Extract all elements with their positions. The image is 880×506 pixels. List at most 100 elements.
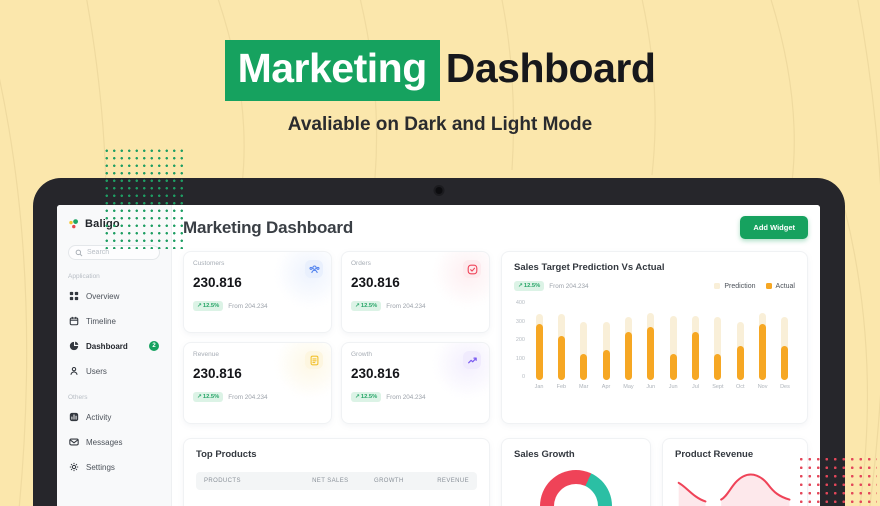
sales-growth-donut-chart: [540, 470, 612, 506]
settings-icon: [69, 462, 79, 472]
stat-change-badge: ↗ 12.5%: [351, 392, 382, 402]
x-tick-label: Mar: [578, 384, 589, 390]
bottom-row: Top Products PRODUCTS NET SALES GROWTH REVE…: [183, 438, 808, 506]
sidebar-item-timeline[interactable]: Timeline: [68, 311, 160, 331]
laptop-camera-icon: [435, 187, 443, 194]
stat-card-label: Growth: [351, 351, 372, 358]
y-tick-label: 300: [515, 318, 525, 325]
messages-icon: [69, 437, 79, 447]
stat-card-value: 230.816: [193, 366, 242, 381]
laptop-screen: Baligo ApplicationOverviewTimelineDashbo…: [57, 205, 820, 506]
x-tick-label: May: [623, 384, 634, 390]
chart-change-value: 12.5%: [523, 283, 541, 289]
x-tick-label: Oct: [735, 384, 745, 390]
legend-swatch-icon: [714, 283, 721, 289]
sidebar-item-settings[interactable]: Settings: [68, 457, 160, 477]
notification-badge: 2: [149, 341, 159, 351]
trend-up-icon: ↗: [197, 394, 202, 400]
stat-card-label: Revenue: [193, 351, 220, 358]
hero-title: Marketing Dashboard: [0, 40, 880, 101]
stat-change-badge: ↗ 12.5%: [193, 301, 224, 311]
bar-group-may-4: May: [618, 300, 638, 390]
stat-from-text: From 204.234: [228, 393, 268, 401]
dots-pattern-red-icon: [797, 455, 877, 506]
prediction-bar: [669, 316, 677, 380]
sidebar-item-overview[interactable]: Overview: [68, 286, 160, 306]
page-title: Marketing Dashboard: [183, 217, 354, 237]
chart-title: Sales Target Prediction Vs Actual: [514, 262, 665, 273]
sidebar-item-messages[interactable]: Messages: [68, 432, 160, 452]
bar-stack: [602, 300, 610, 380]
x-tick-label: Jun: [646, 384, 656, 390]
dashboard-main: Marketing Dashboard Add Widget Customers…: [172, 205, 820, 506]
sidebar-sections: Application Overview Timeline Dashboard 2 Use…: [68, 273, 160, 477]
bar-stack: [692, 300, 700, 380]
y-tick-label: 200: [515, 337, 525, 343]
stat-card-footer: ↗ 12.5% From 204.234: [351, 392, 480, 402]
bar-stack: [714, 300, 722, 380]
legend-label: Prediction: [724, 282, 756, 290]
stat-from-text: From 204.234: [386, 393, 426, 401]
activity-icon: [69, 412, 79, 422]
product-revenue-line-chart: [677, 473, 791, 506]
x-tick-label: Feb: [556, 384, 567, 390]
y-tick-label: 400: [515, 300, 525, 306]
x-tick-label: Jul: [692, 384, 700, 390]
actual-bar: [692, 332, 700, 380]
bar-stack: [580, 300, 588, 380]
actual-bar: [714, 354, 722, 380]
bar-stack: [647, 300, 655, 380]
trend-up-icon: ↗: [197, 303, 202, 309]
table-column-growth: GROWTH: [374, 478, 404, 484]
products-table-header: PRODUCTS NET SALES GROWTH REVENUE: [196, 472, 477, 490]
hero-subtitle: Avaliable on Dark and Light Mode: [287, 114, 593, 135]
stat-card-footer: ↗ 12.5% From 204.234: [193, 301, 322, 311]
logo-dots-icon: [69, 218, 78, 228]
x-tick-label: Jun: [668, 384, 678, 390]
legend-item-actual: Actual: [765, 283, 795, 290]
bar-group-feb-1: Feb: [551, 300, 571, 390]
top-products-title: Top Products: [196, 449, 257, 460]
sales-target-chart-card: Sales Target Prediction Vs Actual ↗ 12.5%…: [501, 251, 808, 424]
dots-pattern-green-icon: [103, 147, 187, 249]
stat-card-value: 230.816: [351, 275, 400, 290]
actual-bar: [647, 327, 655, 380]
x-tick-label: Des: [780, 384, 790, 390]
table-column-net-sales: NET SALES: [312, 478, 349, 484]
table-column-revenue: REVENUE: [437, 478, 469, 484]
stat-card-label: Orders: [351, 260, 371, 267]
add-widget-button[interactable]: Add Widget: [740, 216, 808, 239]
search-input[interactable]: [87, 249, 153, 256]
product-revenue-title: Product Revenue: [675, 449, 754, 460]
bar-stack: [781, 300, 789, 380]
hero-block: Marketing Dashboard Avaliable on Dark and…: [0, 40, 880, 136]
user-icon: [69, 366, 79, 376]
sidebar-item-users[interactable]: Users: [68, 361, 160, 381]
pie-icon: [69, 341, 79, 351]
product-revenue-card: Product Revenue: [662, 438, 808, 506]
stat-card-value: 230.816: [351, 366, 400, 381]
actual-bar: [557, 336, 565, 380]
stat-change-badge: ↗ 12.5%: [351, 301, 382, 311]
chart-from-text: From 204.234: [549, 282, 589, 290]
prediction-bar: [580, 322, 588, 380]
customers-icon: [305, 260, 323, 278]
chart-legend: Prediction Actual: [714, 283, 795, 290]
sidebar-item-dashboard[interactable]: Dashboard 2: [68, 336, 160, 356]
legend-item-prediction: Prediction: [714, 282, 756, 290]
sidebar-item-activity[interactable]: Activity: [68, 407, 160, 427]
bar-group-apr-3: Apr: [596, 300, 616, 390]
stat-card-footer: ↗ 12.5% From 204.234: [193, 392, 322, 402]
bar-chart: 400 300 200 100 0 Jan Feb Mar Apr May Jun Jun Jul Se…: [514, 300, 795, 390]
actual-bar: [759, 324, 767, 380]
growth-trend-icon: [463, 351, 481, 369]
top-row: Customers 230.816 ↗ 12.5% From 204.234 Orders…: [183, 251, 808, 424]
stat-change-value: 12.5%: [202, 394, 220, 400]
bar-group-des-11: Des: [775, 300, 795, 390]
stat-from-text: From 204.234: [228, 302, 268, 310]
actual-bar: [580, 354, 588, 380]
stat-change-value: 12.5%: [360, 394, 378, 400]
trend-up-icon: ↗: [518, 283, 523, 289]
bar-stack: [557, 300, 565, 380]
